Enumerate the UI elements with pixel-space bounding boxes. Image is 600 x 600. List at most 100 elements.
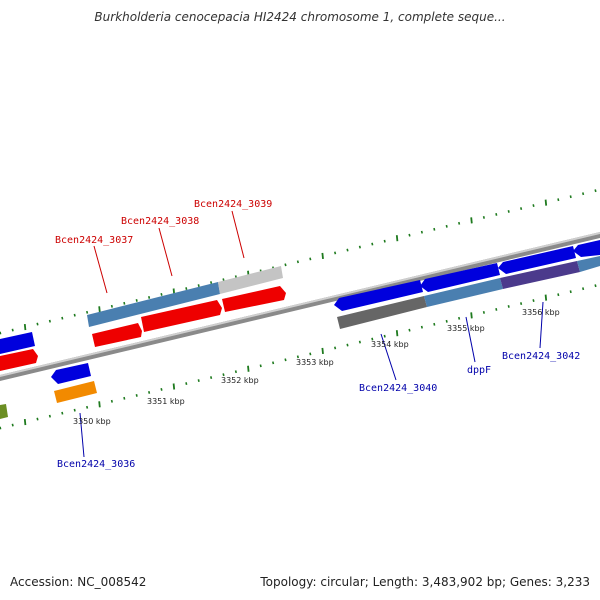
gene-label-bcen2424_3042[interactable]: Bcen2424_3042 <box>502 351 580 362</box>
outer-scale-minor-tick <box>458 221 461 225</box>
inner-scale-minor-tick <box>420 325 423 329</box>
inner-scale-minor-tick <box>507 305 510 308</box>
outer-scale-minor-tick <box>383 239 386 243</box>
outer-scale-major-tick <box>544 199 548 206</box>
gene-label-bcen2424_3039[interactable]: Bcen2424_3039 <box>194 199 272 210</box>
outer-scale-major-tick <box>321 252 324 260</box>
kbp-label: 3354 kbp <box>371 340 409 349</box>
inner-scale-minor-tick <box>296 355 299 359</box>
kbp-label: 3352 kbp <box>221 376 259 385</box>
inner-scale-minor-tick <box>482 310 485 314</box>
outer-scale-minor-tick <box>185 287 188 290</box>
inner-scale-minor-tick <box>334 346 337 350</box>
inner-scale-minor-tick <box>123 396 126 400</box>
leader-line <box>93 245 108 294</box>
inner-scale-minor-tick <box>86 405 89 409</box>
kbp-label: 3355 kbp <box>447 324 485 333</box>
outer-scale-minor-tick <box>110 304 113 308</box>
inner-scale-minor-tick <box>582 287 585 291</box>
inner-scale-minor-tick <box>520 302 523 305</box>
cds-gray-3039 <box>218 266 283 294</box>
outer-scale-minor-tick <box>222 278 225 282</box>
outer-scale-minor-tick <box>36 322 39 326</box>
outer-scale-minor-tick <box>495 213 498 216</box>
gene-arrow-3036 <box>51 363 91 384</box>
gene-arrow-dppF <box>420 263 500 292</box>
inner-scale-minor-tick <box>0 426 2 430</box>
outer-scale-minor-tick <box>334 251 337 255</box>
cds-olive-left <box>0 404 8 419</box>
gene-labels[interactable]: Bcen2424_3037 Bcen2424_3038 Bcen2424_3039 B… <box>55 199 580 470</box>
outer-scale-minor-tick <box>61 316 64 320</box>
inner-scale-major-tick <box>23 418 27 426</box>
gene-label-bcen2424_3037[interactable]: Bcen2424_3037 <box>55 235 133 246</box>
gene-label-bcen2424_3036[interactable]: Bcen2424_3036 <box>57 459 135 470</box>
leader-line <box>158 227 173 277</box>
genome-summary-text: Topology: circular; Length: 3,483,902 bp… <box>260 575 590 589</box>
cds-orange-3036 <box>54 381 97 403</box>
reverse-genes <box>0 240 600 384</box>
outer-scale-minor-tick <box>557 198 560 202</box>
kbp-labels: 3350 kbp 3351 kbp 3352 kbp 3353 kbp 3354 kbp… <box>73 308 560 426</box>
outer-scale-minor-tick <box>569 195 572 199</box>
inner-scale-minor-tick <box>110 399 113 403</box>
kbp-label: 3353 kbp <box>296 358 334 367</box>
outer-scale-minor-tick <box>73 313 76 317</box>
inner-scale-major-tick <box>544 294 548 301</box>
inner-scale-minor-tick <box>569 290 572 294</box>
cds-steelblue-dppF <box>424 278 503 307</box>
outer-scale-major-tick <box>470 217 473 224</box>
outer-scale-minor-tick <box>433 227 436 231</box>
inner-scale-major-tick <box>247 365 250 372</box>
leader-line <box>539 301 544 349</box>
outer-scale-major-tick <box>98 306 101 313</box>
outer-scale-major-tick <box>395 235 399 242</box>
outer-scale-minor-tick <box>309 257 312 261</box>
gene-arrow-3037 <box>92 323 142 347</box>
inner-scale-minor-tick <box>73 408 76 412</box>
outer-scale-minor-tick <box>445 224 448 228</box>
kbp-label: 3351 kbp <box>147 397 185 406</box>
leader-line <box>465 316 476 363</box>
gene-arrow-3039 <box>222 286 286 312</box>
outer-scale-minor-tick <box>582 192 585 196</box>
inner-scale-minor-tick <box>371 337 374 341</box>
inner-scale-minor-tick <box>495 308 498 311</box>
inner-scale-minor-tick <box>160 388 163 391</box>
outer-scale-minor-tick <box>48 319 51 323</box>
outer-scale-minor-tick <box>197 284 200 288</box>
leader-line <box>380 333 397 381</box>
outer-scale-minor-tick <box>86 310 89 314</box>
kbp-label: 3350 kbp <box>73 417 111 426</box>
outer-scale-minor-tick <box>123 301 126 305</box>
inner-scale-minor-tick <box>433 322 436 326</box>
outer-scale-minor-tick <box>371 242 374 246</box>
gene-arrow-3042 <box>498 246 576 274</box>
gene-label-bcen2424_3040[interactable]: Bcen2424_3040 <box>359 383 437 394</box>
inner-scale-minor-tick <box>383 334 386 338</box>
inner-scale-minor-tick <box>532 299 535 303</box>
outer-scale-minor-tick <box>135 298 138 302</box>
inner-scale-minor-tick <box>222 373 225 377</box>
inner-scale-minor-tick <box>48 414 51 418</box>
outer-scale-minor-tick <box>420 230 423 234</box>
outer-scale-minor-tick <box>520 207 523 210</box>
inner-scale-minor-tick <box>346 343 349 347</box>
backbone-line <box>0 232 600 381</box>
outer-scale-minor-tick <box>210 281 213 285</box>
kbp-label: 3356 kbp <box>522 308 560 317</box>
leader-line <box>79 412 85 458</box>
outer-scale-minor-tick <box>532 204 535 208</box>
inner-scale-minor-tick <box>358 340 361 344</box>
cds-darkgray-3040 <box>337 296 427 329</box>
gene-label-bcen2424_3038[interactable]: Bcen2424_3038 <box>121 216 199 227</box>
map-title: Burkholderia cenocepacia HI2424 chromoso… <box>94 10 506 24</box>
inner-scale-major-tick <box>470 312 473 319</box>
inner-scale-minor-tick <box>197 379 200 383</box>
inner-scale-minor-tick <box>309 352 312 356</box>
outer-scale-minor-tick <box>358 245 361 249</box>
gene-label-dppf[interactable]: dppF <box>467 365 491 376</box>
inner-scale-minor-tick <box>61 411 64 415</box>
inner-scale-minor-tick <box>284 358 287 362</box>
